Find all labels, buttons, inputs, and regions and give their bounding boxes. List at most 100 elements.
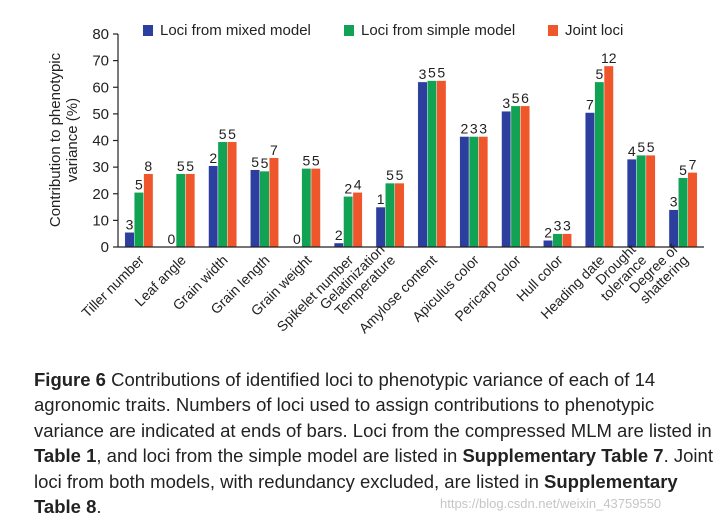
bar-count-label: 5 [637,139,645,155]
y-axis-title-line: Contribution to phenotypic [47,52,64,227]
bar [678,177,688,248]
legend-label: Loci from simple model [361,22,515,39]
bar [394,182,405,248]
caption-ref-table-1[interactable]: Table 1 [34,445,97,467]
bar-count-label: 0 [293,231,301,247]
watermark: https://blog.csdn.net/weixin_43759550 [440,496,662,511]
bar [352,192,363,248]
y-tick-label: 40 [92,133,109,150]
bar-series [124,65,698,248]
bar-count-label: 5 [396,167,404,183]
bar [636,154,647,248]
bar [208,165,219,248]
chart-legend: Loci from mixed model Loci from simple mo… [143,22,623,39]
bar [310,168,321,248]
figure-label: Figure 6 [34,369,106,390]
bar-count-label: 3 [479,121,487,137]
bar [459,136,470,248]
legend-swatch [548,25,558,36]
caption-ref-supp-table-8[interactable]: Supplementary Table 8 [34,470,678,518]
y-axis: 0 10 20 30 40 50 60 70 80 [92,26,119,256]
bar-count-label: 0 [167,231,175,247]
caption-text-3: . Joint loci from both models, with redu… [34,445,713,492]
bar-count-label: 3 [554,218,562,234]
y-axis-title: Contribution to phenotypicvariance (%) [47,52,81,227]
bar-count-label: 6 [521,90,529,106]
bar-count-label: 5 [186,158,194,174]
y-axis-title-line: variance (%) [64,98,81,182]
bar-count-label: 3 [419,66,427,82]
bar-count-label: 2 [335,227,343,243]
bar-count-label: 7 [689,156,697,172]
bar-count-label: 3 [126,216,134,232]
bar [259,170,270,248]
y-tick-label: 60 [92,79,109,96]
bar [436,80,447,248]
bar [417,81,428,248]
bar-count-label: 5 [647,139,655,155]
bar [134,192,144,248]
y-tick-label: 20 [92,186,109,203]
bar [501,111,512,248]
bar-count-label: 8 [144,158,152,174]
bar [227,141,237,248]
y-tick-label: 0 [101,239,109,256]
y-tick-label: 70 [92,53,109,70]
bar [468,136,479,248]
bar-count-label: 5 [312,152,320,168]
bar-count-label: 5 [512,90,520,106]
bar [175,173,186,248]
bar [562,233,572,248]
bar-count-label: 5 [679,162,687,178]
bar-count-label: 5 [251,154,259,170]
bar [185,173,196,248]
bar-count-label: 7 [270,142,278,158]
bar [626,158,637,248]
bar [668,209,679,248]
bar-count-label: 2 [344,180,352,196]
bar-count-label: 5 [386,167,394,183]
bar-count-label: 2 [544,224,552,240]
bar-count-label: 4 [628,143,636,159]
bar-count-label: 5 [595,66,603,82]
bar [603,65,614,248]
bar [269,157,279,248]
bar [510,105,521,248]
bar [594,81,605,248]
bar [385,182,395,248]
bar-count-label: 7 [586,97,594,113]
bar [645,154,656,248]
bar-count-label: 5 [219,126,227,142]
bar [143,173,154,248]
bar [585,112,595,248]
bar-count-label: 5 [177,158,185,174]
bar [520,105,530,248]
bar [343,196,354,248]
legend-label: Joint loci [565,22,623,39]
bar-count-label: 12 [601,50,617,66]
bar [124,232,135,248]
legend-label: Loci from mixed model [160,22,311,39]
bar [543,240,554,248]
caption-ref-supp-table-7[interactable]: Supplementary Table 7 [462,445,664,467]
figure-caption: Figure 6 Contributions of identified loc… [34,367,714,519]
caption-text-4: . [96,496,102,518]
bar-count-label: 4 [354,176,362,192]
bar [427,80,437,248]
bar-count-label: 3 [470,121,478,137]
bar-count-label: 1 [377,191,385,207]
bar [478,136,489,248]
bar-count-label: 5 [437,65,445,81]
bar-count-label: 5 [428,65,436,81]
bar [250,169,260,248]
bar-count-label: 3 [502,95,510,111]
caption-text-2: , and loci from the simple model are lis… [96,445,463,467]
y-tick-label: 30 [92,159,109,176]
caption-text-1: Contributions of identified loci to phen… [34,369,712,441]
bar [552,233,563,248]
legend-swatch [344,25,354,36]
bar-count-label: 5 [135,176,143,192]
